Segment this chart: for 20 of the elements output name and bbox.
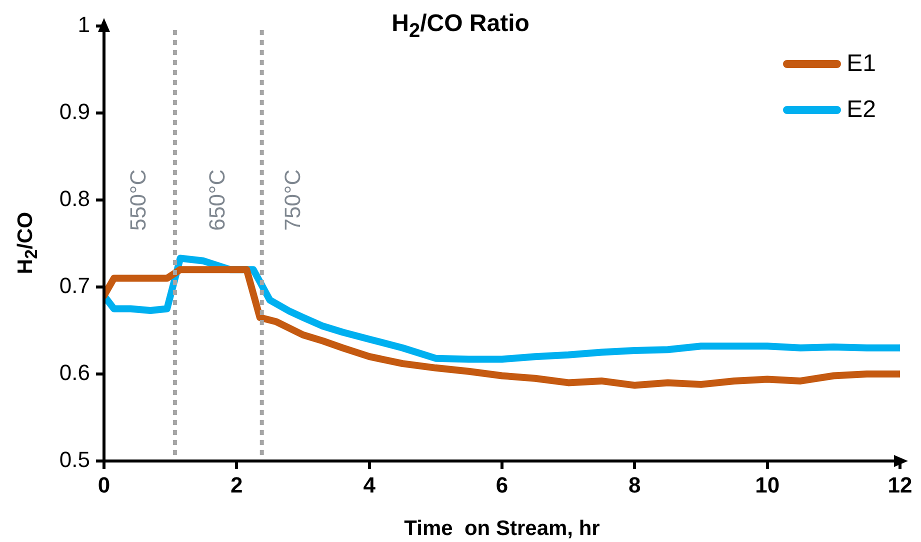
x-axis-title: Time on Stream, hr — [404, 517, 600, 540]
x-tick-label: 10 — [755, 472, 780, 498]
x-tick-label: 8 — [628, 472, 641, 498]
y-tick-label: 0.7 — [59, 273, 90, 298]
y-tick-label: 0.5 — [59, 447, 90, 472]
y-tick-label: 0.9 — [59, 99, 90, 124]
x-tick-label: 4 — [363, 472, 376, 498]
annotation: 650°C — [204, 169, 230, 231]
y-tick-label: 1 — [78, 12, 90, 38]
x-tick-label: 6 — [496, 472, 508, 498]
legend-label: E2 — [846, 96, 876, 124]
x-tick-label: 0 — [98, 472, 110, 498]
y-tick-label: 0.8 — [59, 186, 90, 212]
annotation: 550°C — [126, 169, 151, 231]
x-tick-label: 2 — [230, 472, 243, 498]
annotation: 750°C — [280, 169, 305, 231]
x-tick-label: 12 — [888, 472, 912, 498]
y-tick-label: 0.6 — [59, 360, 90, 386]
chart-title: H$_{2}$/CO Ratio — [392, 10, 530, 42]
legend-label: E1 — [846, 50, 876, 78]
